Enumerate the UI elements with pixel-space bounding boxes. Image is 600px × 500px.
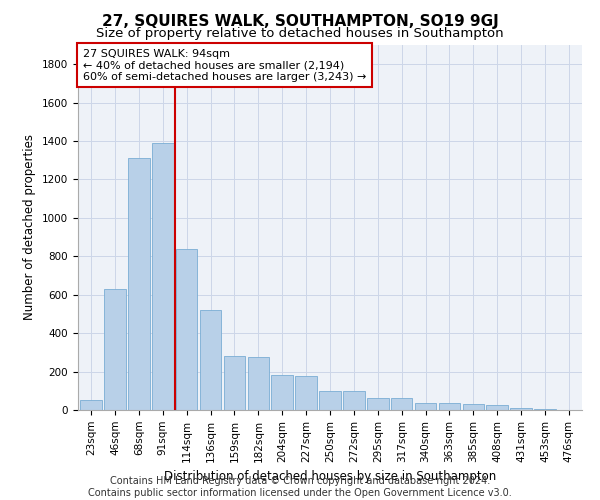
Y-axis label: Number of detached properties: Number of detached properties (23, 134, 37, 320)
Bar (391, 398, 412, 410)
Bar (271, 376, 293, 410)
Bar (80, 400, 102, 410)
Text: 27, SQUIRES WALK, SOUTHAMPTON, SO19 9GJ: 27, SQUIRES WALK, SOUTHAMPTON, SO19 9GJ (101, 14, 499, 29)
Bar (248, 357, 269, 410)
Text: 27 SQUIRES WALK: 94sqm
← 40% of detached houses are smaller (2,194)
60% of semi-: 27 SQUIRES WALK: 94sqm ← 40% of detached… (83, 48, 367, 82)
Bar (487, 405, 508, 410)
Bar (534, 409, 556, 410)
Bar (295, 376, 317, 410)
Bar (319, 391, 341, 410)
Bar (511, 408, 532, 410)
Bar (343, 391, 365, 410)
Bar (128, 158, 149, 410)
Text: Contains HM Land Registry data © Crown copyright and database right 2024.
Contai: Contains HM Land Registry data © Crown c… (88, 476, 512, 498)
Bar (224, 356, 245, 410)
Bar (439, 404, 460, 410)
Text: Size of property relative to detached houses in Southampton: Size of property relative to detached ho… (96, 28, 504, 40)
Bar (200, 310, 221, 410)
Bar (152, 143, 173, 410)
X-axis label: Distribution of detached houses by size in Southampton: Distribution of detached houses by size … (164, 470, 496, 483)
Bar (415, 404, 436, 410)
Bar (104, 289, 126, 410)
Bar (367, 398, 389, 410)
Bar (176, 248, 197, 410)
Bar (463, 404, 484, 410)
